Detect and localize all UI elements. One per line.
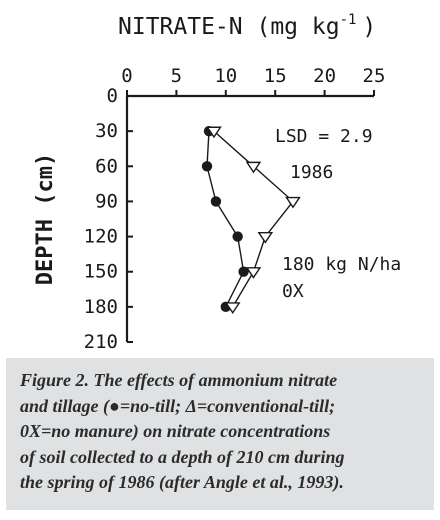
y-tick-label: 180: [84, 296, 118, 318]
no-till-point: [210, 196, 222, 207]
y-tick-label: 0: [107, 85, 118, 107]
conventional-till-point: [285, 196, 301, 209]
chart-annotation: LSD = 2.9: [275, 126, 373, 147]
conventional-till-point: [245, 161, 262, 174]
y-tick-label: 90: [95, 190, 118, 212]
caption-line: of soil collected to a depth of 210 cm d…: [20, 446, 345, 467]
series-line: [206, 131, 245, 308]
chart-title: NITRATE-N (mg kg-1): [118, 12, 376, 40]
y-tick-label: 210: [84, 331, 118, 353]
y-tick-label: 60: [95, 155, 118, 177]
chart-axes: 0 5 10 15 20 25 0 30 60 90 120 150 180 210 DEPTH (cm): [33, 65, 385, 353]
no-till-point: [201, 161, 213, 172]
chart-annotation: 0X: [282, 281, 304, 302]
y-axis-label: DEPTH (cm): [33, 153, 58, 285]
chart-annotations: LSD = 2.9 1986 180 kg N/ha 0X: [275, 126, 401, 302]
caption-line: Figure 2. The effects of ammonium nitrat…: [20, 370, 338, 390]
no-till-point: [232, 231, 243, 242]
series-line: [213, 130, 294, 308]
conventional-till-point: [206, 126, 222, 139]
chart-annotation: 180 kg N/ha: [282, 254, 401, 275]
chart-title-text: NITRATE-N (mg kg-1): [118, 12, 376, 40]
x-tick-label: 15: [264, 65, 287, 87]
conventional-till-point: [257, 231, 274, 244]
nitrate-depth-chart: NITRATE-N (mg kg-1) 0 5 10 15 20 25 0 30 60 90 120…: [33, 12, 401, 353]
caption-line: the spring of 1986 (after Angle et al., …: [20, 472, 344, 492]
conventional-till-point: [224, 302, 241, 314]
figure-caption-box: Figure 2. The effects of ammonium nitrat…: [6, 358, 434, 510]
y-tick-label: 120: [84, 226, 118, 248]
x-tick-label: 10: [214, 65, 237, 87]
x-tick-label: 5: [171, 65, 182, 87]
caption-line: and tillage (●=no-till; Δ=conventional-t…: [20, 395, 336, 416]
chart-annotation: 1986: [290, 162, 333, 183]
figure-caption: Figure 2. The effects of ammonium nitrat…: [20, 368, 424, 496]
y-tick-label: 150: [84, 261, 118, 283]
x-tick-label: 0: [121, 65, 132, 87]
caption-line: 0X=no manure) on nitrate concentrations: [20, 421, 331, 441]
conventional-till-point: [245, 267, 262, 279]
x-tick-label: 25: [363, 65, 386, 87]
no-till-point: [238, 266, 249, 277]
y-tick-label: 30: [95, 120, 118, 142]
x-tick-label: 20: [313, 65, 336, 87]
chart-series: [201, 125, 301, 314]
